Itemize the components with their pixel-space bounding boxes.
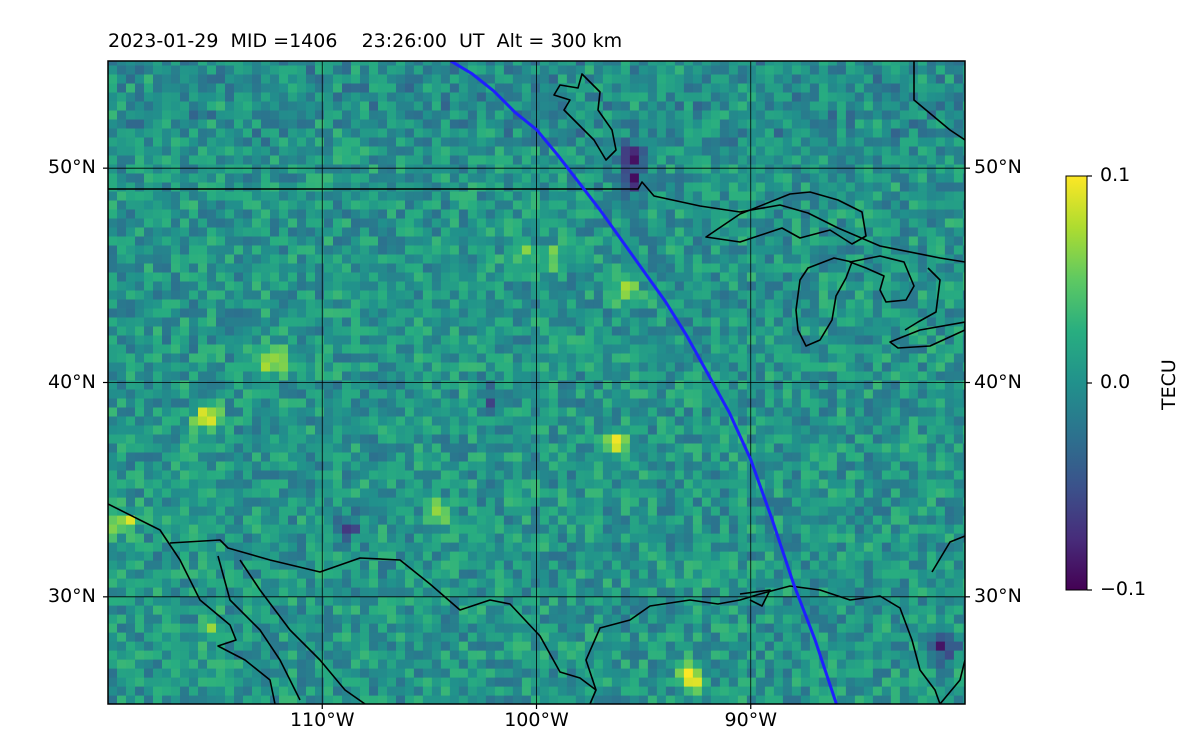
gulf-coast [585, 585, 941, 704]
lower-michigan [904, 267, 941, 331]
colorbar-tick-label: 0.1 [1100, 164, 1131, 186]
lake-huron [849, 255, 915, 303]
figure-title: 2023-01-29 MID =1406 23:26:00 UT Alt = 3… [108, 30, 623, 52]
us-canada-border [108, 181, 965, 263]
lake-erie-ontario [889, 321, 965, 349]
mississippi-delta [739, 589, 771, 607]
lat-label-left: 50°N [48, 156, 96, 179]
tec-grid-cells [108, 61, 965, 704]
lon-label: 100°W [504, 709, 569, 731]
coastlines-borders [108, 61, 965, 704]
lat-label-left: 40°N [48, 370, 96, 393]
lat-label-right: 30°N [974, 584, 1022, 607]
lon-label: 90°W [724, 709, 777, 731]
colorbar-title: TECU [1158, 359, 1180, 410]
colorbar-tick-label: −0.1 [1100, 578, 1147, 600]
colorbar [1065, 175, 1088, 591]
gulf-of-california [217, 555, 301, 701]
lake-michigan [795, 257, 853, 347]
gridlines [108, 61, 965, 704]
mexico-coast-west [239, 559, 366, 704]
satellite-track [450, 61, 838, 704]
colorbar-ticks [1087, 175, 1092, 591]
colorbar-tick-label: 0.0 [1100, 371, 1131, 393]
east-border [913, 61, 965, 141]
axis-ticks [103, 167, 970, 709]
lat-label-left: 30°N [48, 584, 96, 607]
lat-label-right: 40°N [974, 370, 1022, 393]
lon-label: 110°W [289, 709, 355, 731]
lake-winnipeg [553, 73, 617, 161]
baja-california [108, 503, 276, 704]
florida [931, 535, 965, 704]
lat-label-right: 50°N [974, 156, 1022, 179]
lake-superior [705, 191, 867, 245]
